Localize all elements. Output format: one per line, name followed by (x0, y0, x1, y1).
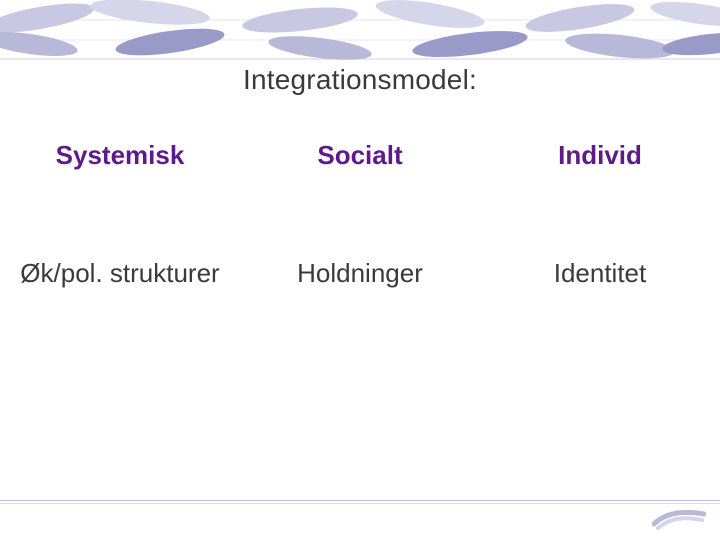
rule-line-icon (0, 500, 720, 501)
swoosh-group-icon (0, 0, 720, 60)
slide: Integrationsmodel: Systemisk Socialt Ind… (0, 0, 720, 540)
corner-swoosh-icon (652, 504, 706, 532)
col1-header: Systemisk (0, 140, 240, 171)
col2-header: Socialt (240, 140, 480, 171)
decorative-top-band (0, 0, 720, 60)
col2-body: Holdninger (240, 258, 480, 289)
rule-line-icon (0, 503, 720, 504)
col3-body: Identitet (480, 258, 720, 289)
header-row: Systemisk Socialt Individ (0, 140, 720, 171)
body-row: Øk/pol. strukturer Holdninger Identitet (0, 258, 720, 289)
bottom-rule (0, 500, 720, 504)
slide-title: Integrationsmodel: (0, 64, 720, 96)
col1-body: Øk/pol. strukturer (0, 258, 240, 289)
col3-header: Individ (480, 140, 720, 171)
